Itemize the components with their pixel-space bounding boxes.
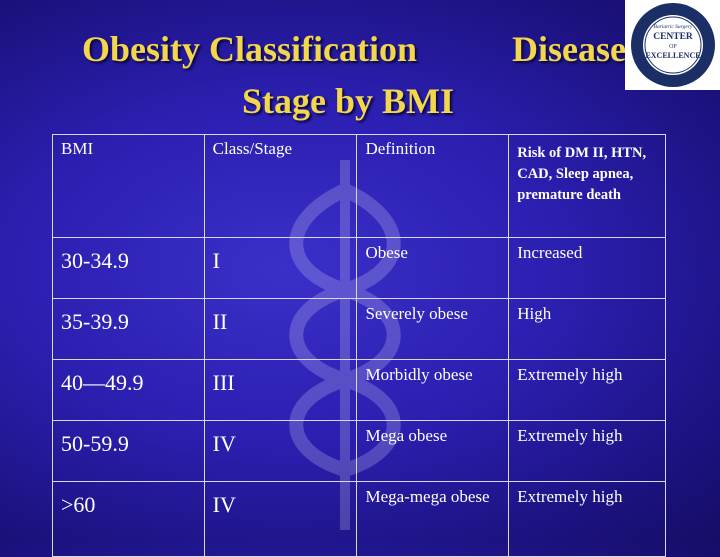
cell-bmi: 30-34.9 (52, 237, 205, 299)
table-row: >60 IV Mega-mega obese Extremely high (52, 481, 666, 557)
seal-icon: Bariatric Surgery CENTER OF EXCELLENCE (631, 3, 715, 87)
cell-definition: Mega-mega obese (356, 481, 510, 557)
logo-center-text: CENTER (653, 32, 693, 42)
title-line1-right: Disease (512, 29, 626, 69)
cell-stage: IV (203, 481, 358, 557)
logo-excellence-text: EXCELLENCE (645, 51, 700, 60)
cell-definition: Obese (356, 237, 510, 299)
cell-stage: IV (203, 420, 358, 482)
header-bmi: BMI (52, 134, 205, 238)
cell-bmi: 40—49.9 (52, 359, 205, 421)
cell-definition: Morbidly obese (356, 359, 510, 421)
bmi-classification-table: BMI Class/Stage Definition Risk of DM II… (52, 134, 666, 557)
cell-stage: III (203, 359, 358, 421)
cell-risk: Extremely high (508, 420, 666, 482)
cell-risk: Extremely high (508, 359, 666, 421)
logo-of-text: OF (669, 44, 677, 50)
title-line2: Stage by BMI (242, 81, 455, 121)
cell-bmi: 50-59.9 (52, 420, 205, 482)
table-row: 40—49.9 III Morbidly obese Extremely hig… (52, 359, 666, 421)
slide: Obesity Classification Disease Stage by … (52, 0, 720, 557)
center-of-excellence-logo: Bariatric Surgery CENTER OF EXCELLENCE (625, 0, 720, 90)
cell-definition: Severely obese (356, 298, 510, 360)
header-risk: Risk of DM II, HTN, CAD, Sleep apnea, pr… (508, 134, 666, 238)
logo-program-text: Bariatric Surgery (654, 24, 693, 30)
table-header-row: BMI Class/Stage Definition Risk of DM II… (52, 134, 666, 238)
table-row: 30-34.9 I Obese Increased (52, 237, 666, 299)
header-definition: Definition (356, 134, 510, 238)
cell-bmi: 35-39.9 (52, 298, 205, 360)
cell-stage: I (203, 237, 358, 299)
cell-risk: Increased (508, 237, 666, 299)
cell-definition: Mega obese (356, 420, 510, 482)
title-line1-left: Obesity Classification (82, 29, 418, 69)
table-row: 35-39.9 II Severely obese High (52, 298, 666, 360)
table-row: 50-59.9 IV Mega obese Extremely high (52, 420, 666, 482)
header-class-stage: Class/Stage (203, 134, 358, 238)
cell-risk: Extremely high (508, 481, 666, 557)
cell-stage: II (203, 298, 358, 360)
cell-bmi: >60 (52, 481, 205, 557)
cell-risk: High (508, 298, 666, 360)
